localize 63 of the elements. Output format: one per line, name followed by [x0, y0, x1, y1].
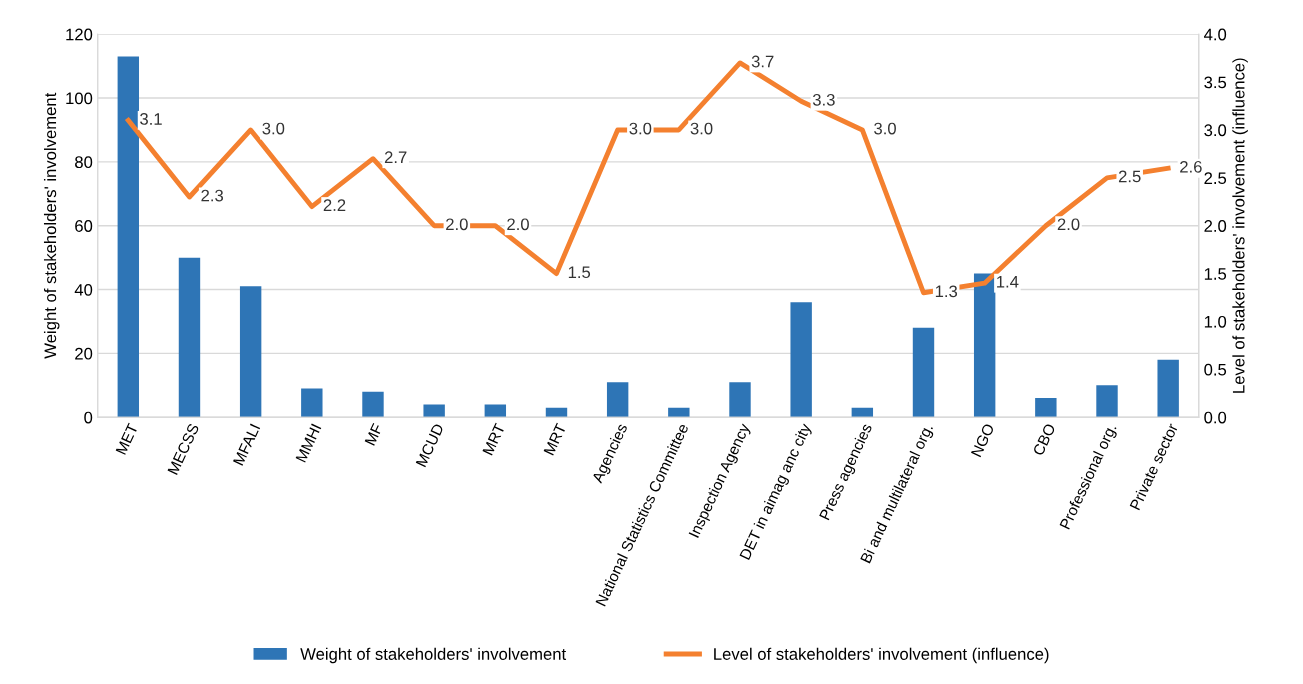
- bar: [729, 382, 751, 418]
- data-label: 3.1: [140, 113, 162, 125]
- y2-tick-label: 1.0: [1204, 315, 1227, 328]
- x-tick-label: MRT: [482, 422, 506, 456]
- y2-tick-label: 3.5: [1204, 76, 1227, 89]
- x-tick-label: NGO: [970, 422, 995, 458]
- y2-tick-label: 0.5: [1204, 363, 1227, 376]
- bar: [973, 273, 996, 418]
- data-label: 2.6: [1180, 160, 1202, 173]
- bar: [117, 56, 140, 418]
- bar: [1096, 385, 1118, 418]
- data-label: 2.3: [201, 189, 224, 202]
- data-label: 3.0: [262, 122, 285, 135]
- data-label: 3.0: [629, 122, 652, 135]
- data-label: 3.0: [690, 122, 713, 135]
- bar: [606, 382, 629, 418]
- y2-tick-label: 2.0: [1204, 220, 1227, 232]
- y-tick-label: 0: [84, 411, 93, 424]
- bar: [239, 286, 262, 418]
- x-tick-label: MF: [364, 422, 383, 446]
- y-tick-label: 60: [75, 220, 93, 232]
- data-label: 1.5: [568, 266, 591, 279]
- data-label: 3.0: [874, 122, 896, 135]
- bar: [790, 302, 812, 418]
- bar: [1035, 398, 1057, 418]
- data-label: 3.3: [812, 93, 835, 106]
- x-tick-label: MRT: [543, 422, 567, 456]
- x-tick-label: MMHI: [295, 423, 322, 463]
- data-label: 2.7: [384, 151, 407, 163]
- y2-tick-label: 2.5: [1204, 172, 1227, 185]
- data-label: 2.0: [507, 218, 529, 231]
- y-axis-title: Weight of stakeholders' involvement: [43, 92, 60, 359]
- data-label: 2.0: [1057, 218, 1080, 231]
- y-tick-label: 20: [75, 347, 93, 360]
- y-tick-label: 80: [75, 156, 93, 169]
- legend-label: Level of stakeholders' involvement (influence): [714, 647, 1049, 664]
- y2-tick-label: 4.0: [1204, 28, 1227, 41]
- bar: [1157, 359, 1179, 418]
- x-tick-label: MET: [115, 422, 139, 455]
- data-label: 3.7: [751, 55, 774, 68]
- bar: [362, 391, 384, 418]
- data-label: 1.3: [935, 285, 958, 298]
- y2-axis-title: Level of stakeholders' involvement (influence): [1232, 58, 1248, 393]
- bar: [545, 407, 568, 418]
- data-label: 2.0: [446, 218, 468, 231]
- x-tick-label: CBO: [1032, 422, 1056, 457]
- bar: [484, 404, 507, 418]
- y-tick-label: 120: [66, 28, 93, 41]
- bar: [668, 407, 690, 418]
- bar: [301, 388, 323, 418]
- data-label: 2.5: [1118, 170, 1141, 183]
- bar: [423, 404, 445, 418]
- y2-tick-label: 3.0: [1204, 124, 1227, 137]
- y-tick-label: 100: [66, 92, 93, 105]
- y2-tick-label: 0.0: [1204, 411, 1227, 424]
- legend-label: Weight of stakeholders' involvement: [300, 647, 567, 664]
- bar: [851, 407, 874, 418]
- data-label: 1.4: [997, 276, 1019, 288]
- bar: [178, 257, 201, 418]
- data-label: 2.2: [323, 199, 346, 211]
- y-tick-label: 40: [74, 283, 93, 296]
- bar: [912, 327, 935, 418]
- y2-tick-label: 1.5: [1204, 268, 1227, 280]
